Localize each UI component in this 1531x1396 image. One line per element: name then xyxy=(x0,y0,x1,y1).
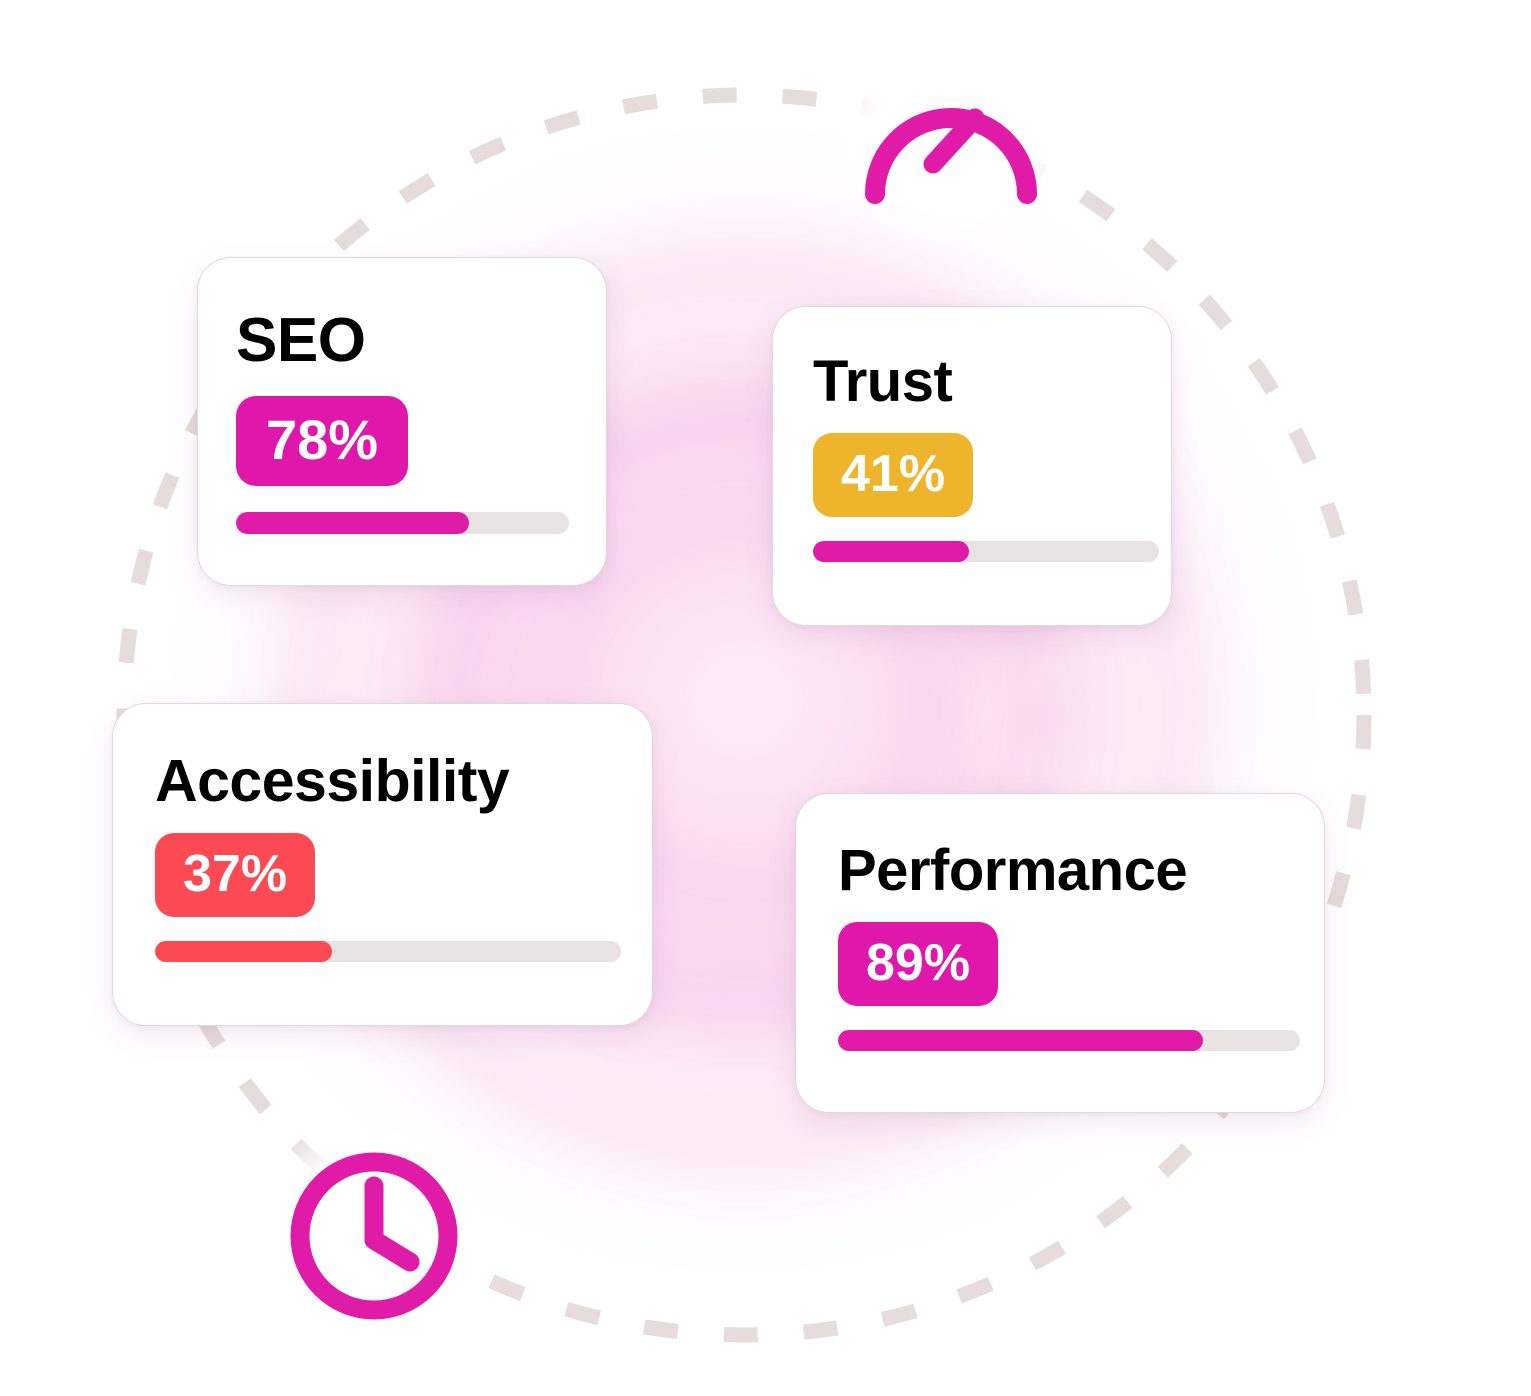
progress-fill-accessibility xyxy=(155,941,333,962)
score-badge-accessibility: 37% xyxy=(155,833,316,917)
score-card-performance[interactable]: Performance 89% xyxy=(795,793,1325,1113)
progress-fill-performance xyxy=(838,1030,1203,1051)
card-title-seo: SEO xyxy=(236,306,366,375)
card-title-trust: Trust xyxy=(813,349,953,414)
score-card-seo[interactable]: SEO 78% xyxy=(197,257,607,586)
card-title-accessibility: Accessibility xyxy=(155,748,510,814)
progress-fill-trust xyxy=(813,541,969,562)
speedometer-icon xyxy=(865,108,1037,204)
score-badge-seo: 78% xyxy=(236,396,409,486)
card-title-performance: Performance xyxy=(838,838,1188,903)
progress-track-performance xyxy=(838,1030,1300,1051)
progress-track-seo xyxy=(236,512,569,534)
score-badge-performance: 89% xyxy=(838,922,999,1006)
clock-icon xyxy=(290,1152,458,1320)
score-card-accessibility[interactable]: Accessibility 37% xyxy=(112,703,653,1026)
progress-fill-seo xyxy=(236,512,470,534)
score-card-trust[interactable]: Trust 41% xyxy=(772,306,1172,626)
score-badge-trust: 41% xyxy=(813,433,974,517)
progress-track-trust xyxy=(813,541,1159,562)
progress-track-accessibility xyxy=(155,941,621,962)
